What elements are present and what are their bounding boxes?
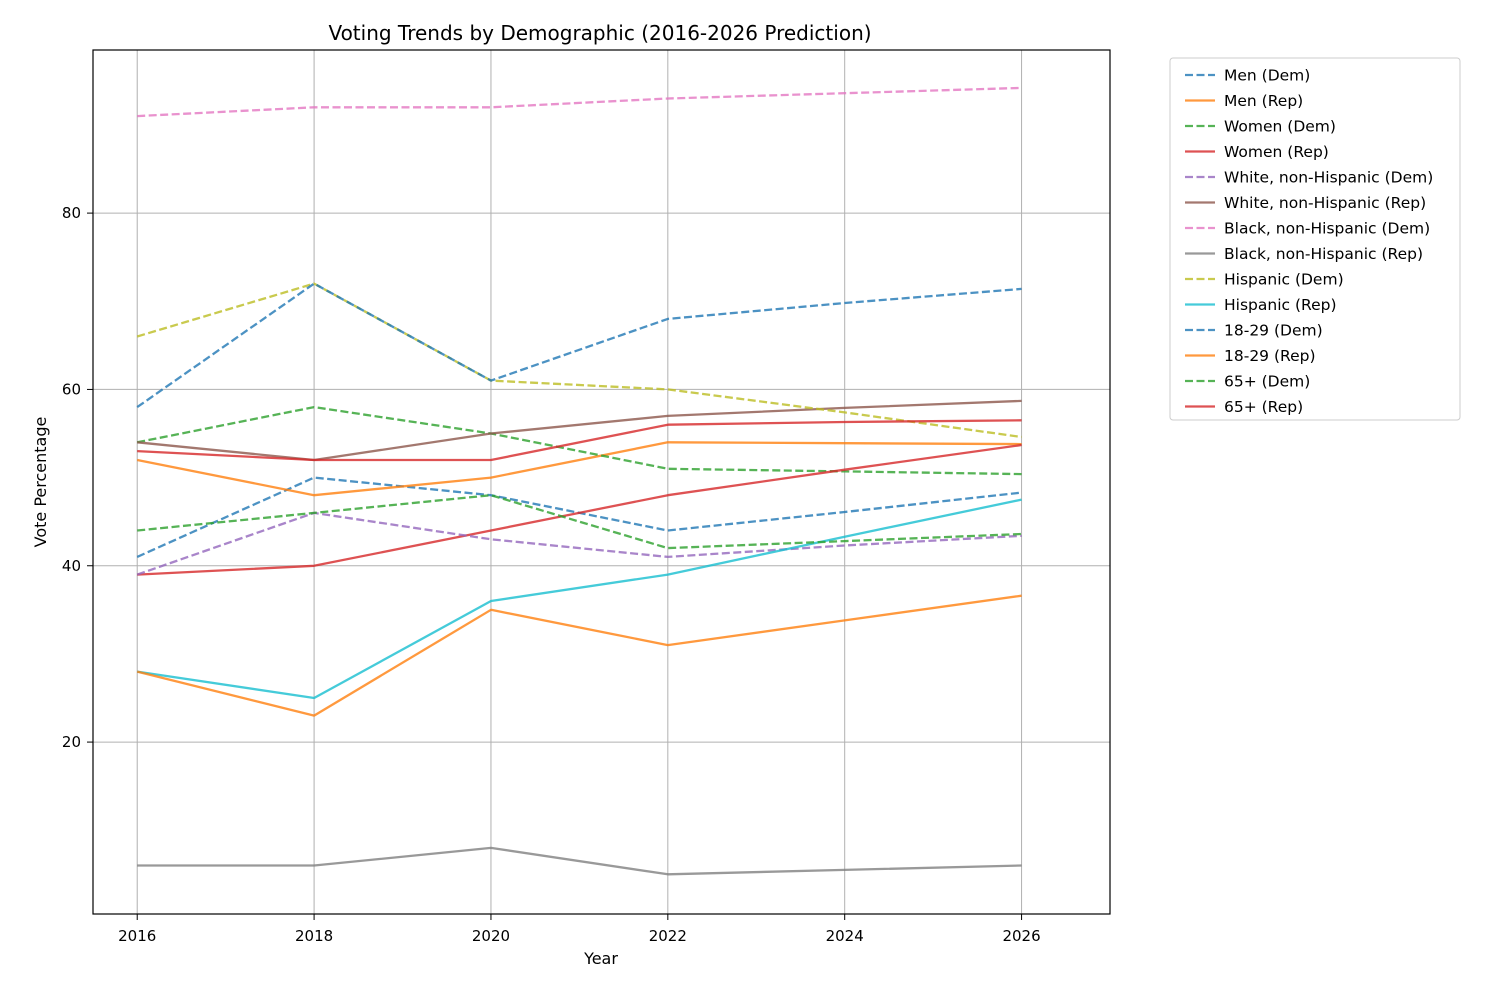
series-line-3 (137, 443, 1022, 576)
legend-label: Hispanic (Rep) (1224, 296, 1337, 314)
legend-label: 18-29 (Rep) (1224, 347, 1316, 365)
x-tick-label: 2016 (118, 927, 156, 945)
chart-title: Voting Trends by Demographic (2016-2026 … (328, 21, 871, 45)
y-tick-label: 20 (62, 733, 81, 751)
legend-label: White, non-Hispanic (Dem) (1224, 169, 1433, 187)
y-tick-label: 60 (62, 380, 81, 398)
y-tick-label: 80 (62, 204, 81, 222)
series-line-11 (136, 594, 1022, 717)
series-line-5 (137, 399, 1022, 462)
legend-box (1169, 57, 1461, 421)
series-line-7 (137, 846, 1022, 876)
legend-label: 65+ (Dem) (1224, 373, 1310, 391)
x-axis-label: Year (583, 949, 618, 968)
series-lines (136, 86, 1022, 876)
legend-label: Women (Rep) (1224, 143, 1329, 161)
legend-label: Men (Dem) (1224, 67, 1310, 85)
series-line-2 (136, 405, 1022, 476)
series-line-13 (137, 419, 1022, 462)
legend-label: Hispanic (Dem) (1224, 271, 1344, 289)
grid (93, 50, 1110, 914)
legend-label: Black, non-Hispanic (Rep) (1224, 245, 1423, 263)
legend: Men (Dem) Men (Rep) Women (Dem) Women (Rep)… (1169, 57, 1461, 421)
y-tick-label: 40 (62, 557, 81, 575)
legend-label: Black, non-Hispanic (Dem) (1224, 220, 1430, 238)
plot-area-frame (92, 49, 1111, 915)
y-axis-label: Vote Percentage (31, 417, 50, 548)
x-tick-label: 2018 (295, 927, 333, 945)
series-line-4 (136, 511, 1022, 576)
x-tick-label: 2026 (1002, 927, 1040, 945)
legend-label: Men (Rep) (1224, 92, 1303, 110)
axis-ticks: 2016 2018 2020 2022 2024 2026 20 40 60 80 (62, 204, 1041, 945)
series-line-8 (136, 282, 1022, 439)
series-line-9 (137, 498, 1022, 700)
legend-label: Women (Dem) (1224, 118, 1336, 136)
series-line-10 (136, 282, 1022, 409)
x-tick-label: 2022 (649, 927, 687, 945)
legend-label: 18-29 (Dem) (1224, 322, 1323, 340)
series-line-1 (136, 441, 1022, 497)
x-tick-label: 2024 (826, 927, 864, 945)
series-line-6 (137, 86, 1022, 118)
legend-label: 65+ (Rep) (1224, 398, 1303, 416)
x-tick-label: 2020 (472, 927, 510, 945)
legend-label: White, non-Hispanic (Rep) (1224, 194, 1426, 212)
